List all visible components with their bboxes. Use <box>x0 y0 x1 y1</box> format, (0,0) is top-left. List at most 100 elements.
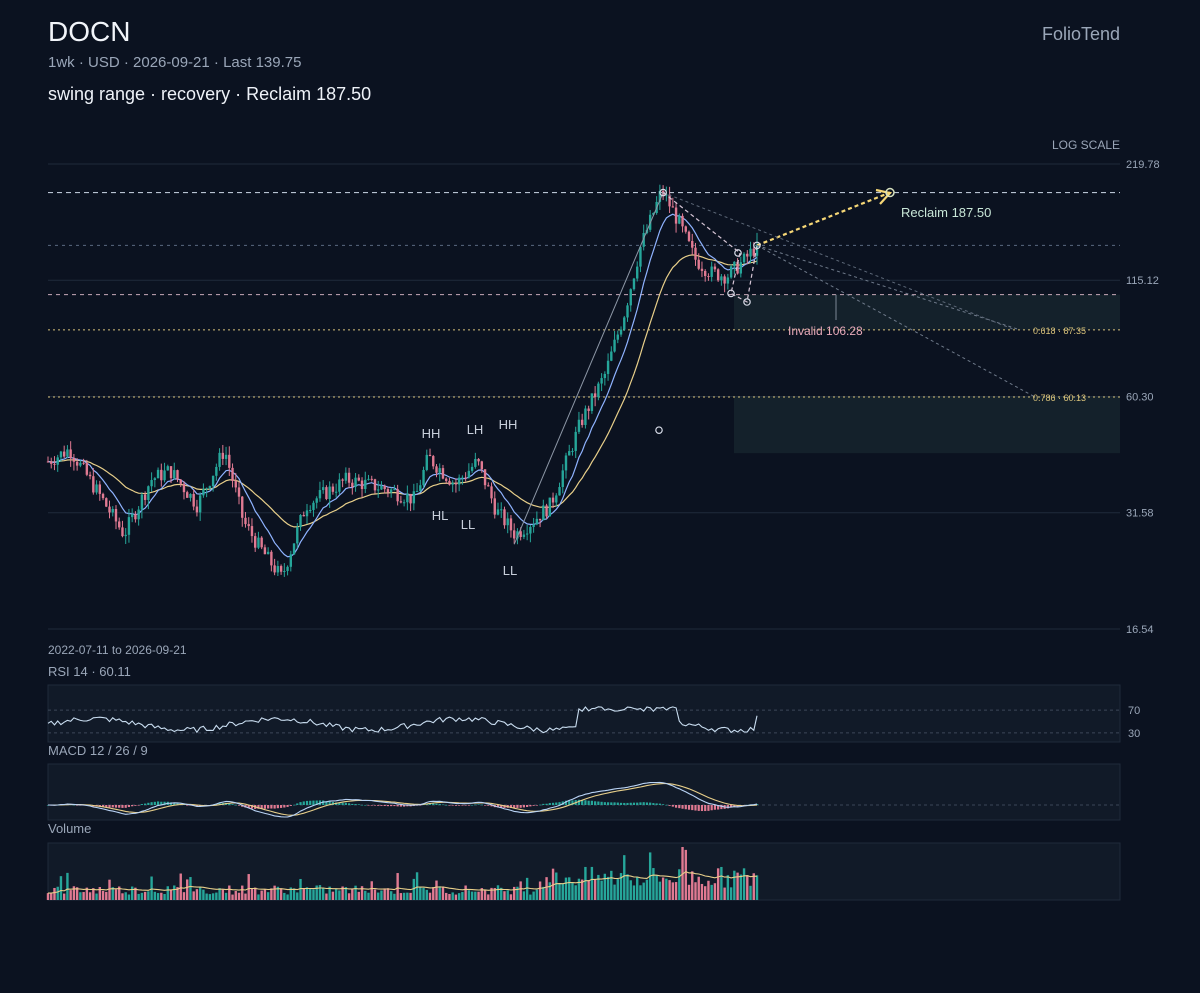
macd-bar <box>529 805 532 807</box>
macd-bar <box>626 802 629 805</box>
macd-bar <box>250 805 254 809</box>
candle-body <box>739 262 743 274</box>
candle-body <box>351 482 354 487</box>
volume-ma-line <box>48 871 758 894</box>
volume-bar <box>315 885 318 900</box>
swing-marker <box>734 249 742 257</box>
macd-bar <box>639 802 642 805</box>
volume-bar <box>503 891 506 900</box>
date-range-label: 2022-07-11 to 2026-09-21 <box>48 643 187 657</box>
volume-bar <box>396 873 399 900</box>
candle-body <box>506 518 509 526</box>
macd-bar <box>354 804 357 805</box>
volume-bar <box>577 878 581 900</box>
volume-bar <box>733 870 736 900</box>
macd-panel <box>47 763 1121 821</box>
volume-bar <box>292 888 296 900</box>
volume-bar <box>445 892 448 900</box>
candle-body <box>279 566 283 572</box>
volume-bar <box>92 888 95 900</box>
candle-body <box>480 461 484 470</box>
candle-body <box>195 506 199 513</box>
candle-body <box>124 534 127 537</box>
candle-body <box>629 289 632 306</box>
candle-body <box>357 477 360 481</box>
candle-body <box>59 451 63 458</box>
macd-bar <box>121 805 124 808</box>
macd-bar <box>302 801 305 805</box>
volume-bar <box>66 872 69 900</box>
candle-body <box>75 461 79 466</box>
volume-bar <box>665 878 668 900</box>
macd-bar <box>114 805 118 808</box>
volume-bar <box>422 887 425 900</box>
candle-body <box>241 496 244 518</box>
macd-bar <box>655 803 658 805</box>
pivot-label: HH <box>499 417 518 432</box>
volume-bar <box>457 893 461 900</box>
volume-bar <box>79 892 82 900</box>
macd-bar <box>551 802 555 805</box>
candle-body <box>432 456 435 467</box>
candle-body <box>393 489 396 491</box>
candle-body <box>642 232 645 247</box>
volume-bar <box>535 889 539 900</box>
macd-bar <box>471 804 474 806</box>
candle-body <box>671 206 675 208</box>
candle-body <box>402 502 406 504</box>
volume-bar <box>218 888 221 900</box>
volume-bar <box>723 887 726 900</box>
volume-bar <box>755 875 759 900</box>
chart-meta: 1wk · USD · 2026-09-21 · Last 139.75 <box>48 54 302 71</box>
macd-bar <box>419 805 422 806</box>
candle-body <box>211 475 215 487</box>
volume-bar <box>467 890 471 900</box>
volume-bar <box>597 874 600 900</box>
candle-body <box>338 479 341 492</box>
candle-body <box>613 339 616 352</box>
macd-bar <box>286 805 289 807</box>
volume-bar <box>198 887 202 900</box>
volume-bar <box>707 880 710 900</box>
macd-bar <box>500 805 503 808</box>
fib-zone <box>734 396 1120 454</box>
candle-body <box>153 478 157 481</box>
rsi-level-label: 70 <box>1128 705 1140 717</box>
candle-body <box>406 493 409 503</box>
macd-bar <box>480 804 483 806</box>
candle-body <box>234 480 237 488</box>
candle-body <box>202 489 205 496</box>
macd-bar <box>535 805 538 806</box>
volume-bar <box>195 889 199 900</box>
volume-bar <box>150 876 153 900</box>
volume-bar <box>370 881 373 900</box>
candle-body <box>377 489 380 491</box>
macd-bar <box>150 802 153 805</box>
macd-bar <box>464 805 467 806</box>
volume-bar <box>461 891 464 900</box>
volume-bar <box>224 892 228 900</box>
candle-body <box>577 419 581 432</box>
volume-bar <box>636 876 639 900</box>
macd-bar <box>435 803 438 805</box>
volume-bar <box>713 883 717 900</box>
macd-bar <box>289 805 292 806</box>
candle-body <box>564 455 568 471</box>
volume-bar <box>105 891 108 900</box>
macd-bar <box>383 805 386 806</box>
macd-bar <box>140 804 143 805</box>
candle-body <box>616 334 619 340</box>
volume-bar <box>156 893 160 900</box>
candle-body <box>82 462 85 464</box>
candle-body <box>321 487 325 491</box>
volume-bar <box>561 883 564 900</box>
volume-bar <box>118 886 121 900</box>
candle-body <box>383 485 386 490</box>
volume-bar <box>623 855 626 900</box>
candle-body <box>729 266 733 278</box>
candle-body <box>610 351 613 361</box>
candle-body <box>111 508 114 513</box>
macd-bar <box>474 804 477 806</box>
pivot-label: LL <box>461 517 475 532</box>
